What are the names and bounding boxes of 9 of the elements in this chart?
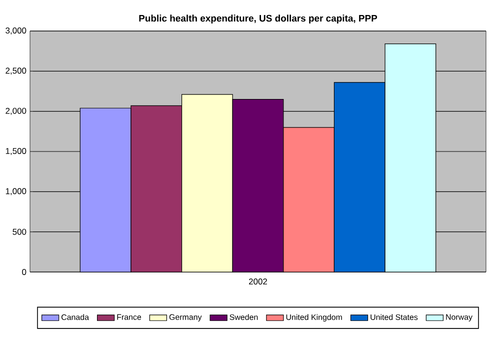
y-tick-label: 500 bbox=[12, 228, 26, 235]
y-tick-label: 1,000 bbox=[6, 188, 26, 196]
y-tick-label: 2,000 bbox=[6, 108, 26, 115]
y-tick-label: 1,500 bbox=[6, 148, 26, 155]
y-tick-label: 3,000 bbox=[6, 28, 26, 34]
x-tick-label: 2002 bbox=[249, 278, 267, 285]
y-tick-label: 0 bbox=[22, 269, 26, 275]
chart-title: Public health expenditure, US dollars per capita, PPP bbox=[139, 14, 378, 24]
y-tick-label: 2,500 bbox=[6, 68, 26, 75]
